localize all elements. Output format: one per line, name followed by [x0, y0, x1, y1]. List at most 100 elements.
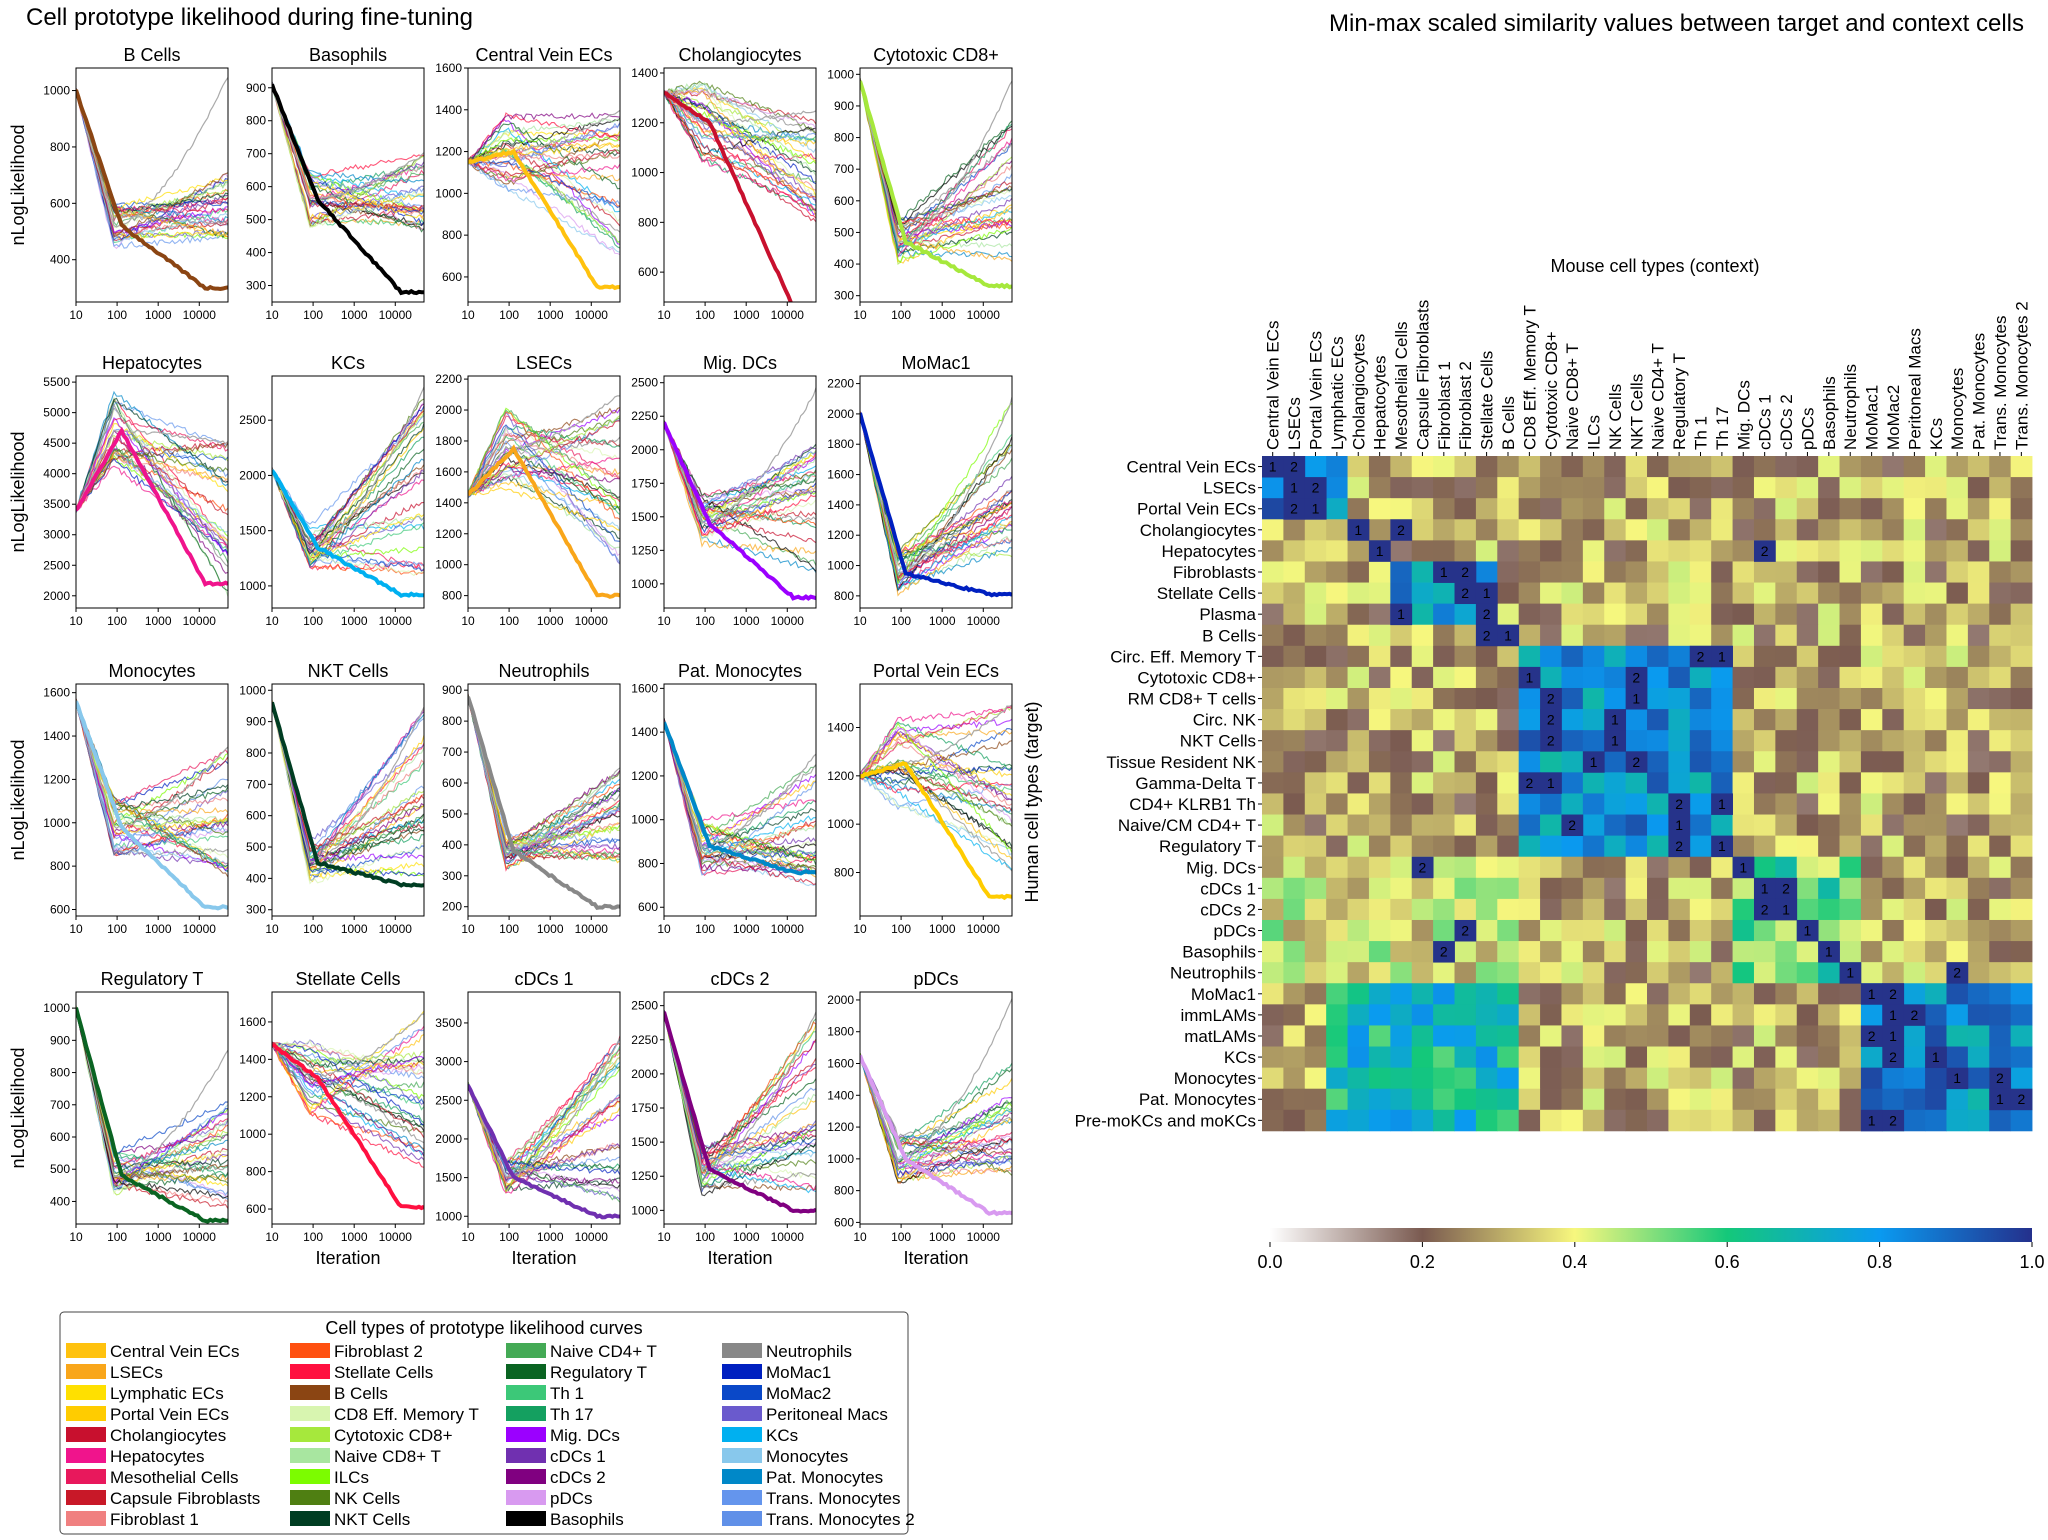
legend-label: Peritoneal Macs	[766, 1405, 888, 1424]
heatmap-cell	[1433, 751, 1455, 773]
heatmap-cell	[1262, 835, 1284, 858]
heatmap-cell	[1818, 582, 1840, 605]
curve-line	[860, 1052, 1012, 1171]
heatmap-cell	[1625, 603, 1648, 626]
heatmap-cell	[1882, 856, 1905, 879]
legend-swatch	[506, 1364, 546, 1379]
heatmap-cell	[1775, 603, 1798, 626]
heatmap-cell	[1689, 582, 1712, 605]
heatmap-cell	[1518, 1109, 1541, 1132]
curve-line	[468, 486, 620, 531]
x-tick-label: 1000	[341, 1230, 368, 1244]
x-tick-label: 1000	[145, 1230, 172, 1244]
heatmap-cell	[1753, 751, 1776, 773]
x-tick-label: 10000	[183, 1230, 217, 1244]
heatmap-cell	[1540, 962, 1562, 984]
heatmap-cell	[1839, 919, 1862, 942]
heatmap-cell	[1283, 603, 1306, 626]
heatmap-cell	[1475, 1088, 1498, 1111]
heatmap-cell	[1454, 603, 1477, 626]
y-tick-label: 2500	[631, 376, 658, 390]
heatmap-cell	[1304, 877, 1327, 900]
heatmap-cell	[1796, 751, 1819, 773]
heatmap-cell	[1882, 456, 1905, 478]
heatmap-cell	[1839, 856, 1862, 879]
legend-title: Cell types of prototype likelihood curve…	[325, 1318, 642, 1338]
heatmap-cell	[1668, 687, 1691, 710]
curve-line	[76, 703, 228, 848]
curve-line	[272, 423, 424, 555]
heatmap-cell	[1860, 477, 1883, 499]
heatmap-cell	[1368, 666, 1391, 689]
curve-line	[468, 161, 620, 182]
heatmap-cell	[1818, 687, 1840, 710]
heatmap-cell	[1882, 1088, 1905, 1111]
heatmap-cell	[1326, 898, 1348, 921]
heatmap-cell	[1882, 477, 1905, 499]
curve-line	[860, 1055, 1012, 1184]
heatmap-cell	[1561, 582, 1584, 605]
heatmap-cell	[1647, 919, 1669, 942]
heatmap-cell	[1561, 856, 1584, 879]
heatmap-cell	[1518, 540, 1541, 562]
x-axis-label: Iteration	[707, 1248, 772, 1268]
heatmap-cell	[2010, 793, 2033, 815]
heatmap-cell	[1796, 477, 1819, 499]
heatmap-cell	[1475, 498, 1498, 520]
heatmap-cell	[1326, 1046, 1348, 1069]
highlight-curve-line	[76, 89, 228, 292]
heatmap-annotation: 1	[1889, 1028, 1897, 1044]
heatmap-cell	[1796, 1046, 1819, 1069]
x-tick-label: 10000	[379, 614, 413, 628]
y-tick-label: 2250	[631, 409, 658, 423]
y-tick-label: 1200	[43, 772, 70, 786]
heatmap-cell	[1433, 624, 1455, 647]
heatmap-cell	[1283, 1067, 1306, 1090]
x-tick-label: 10000	[183, 614, 217, 628]
heatmap-cell	[1647, 1088, 1669, 1111]
heatmap-cell	[1390, 687, 1413, 710]
legend-label: MoMac2	[766, 1384, 831, 1403]
heatmap-cell	[1967, 666, 1990, 689]
panel-lines	[860, 998, 1012, 1217]
heatmap-cell	[1604, 983, 1627, 1005]
heatmap-cell	[1283, 919, 1306, 942]
heatmap-cell	[1967, 793, 1990, 815]
heatmap-cell	[1262, 645, 1284, 668]
heatmap-row-label: NKT Cells	[1180, 732, 1256, 751]
heatmap-cell	[1411, 666, 1434, 689]
max-curve-line	[272, 1013, 424, 1079]
heatmap-cell	[1882, 751, 1905, 773]
heatmap-cell	[1518, 793, 1541, 815]
legend-swatch	[722, 1385, 762, 1400]
heatmap-cell	[1368, 519, 1391, 541]
curve-line	[272, 703, 424, 862]
x-tick-label: 10000	[967, 614, 1001, 628]
heatmap-cell	[1711, 666, 1733, 689]
heatmap-cell	[1454, 498, 1477, 520]
heatmap-cell	[1368, 814, 1391, 837]
curve-line	[272, 436, 424, 561]
x-tick-label: 10000	[771, 922, 805, 936]
legend-label: Trans. Monocytes	[766, 1489, 900, 1508]
heatmap-cell	[1882, 603, 1905, 626]
heatmap-cell	[1647, 877, 1669, 900]
highlight-curve-line	[860, 761, 1012, 901]
heatmap-annotation: 1	[1739, 859, 1747, 875]
x-tick-label: 100	[303, 922, 323, 936]
heatmap-cell	[1475, 793, 1498, 815]
heatmap-cell	[1540, 1004, 1562, 1026]
heatmap-cell	[1518, 919, 1541, 942]
heatmap-cell	[1582, 666, 1605, 689]
heatmap-cell	[1689, 877, 1712, 900]
x-axis-label: Iteration	[315, 1248, 380, 1268]
y-tick-label: 600	[50, 1130, 70, 1144]
heatmap-cell	[1925, 835, 1947, 858]
legend-label: Th 17	[550, 1405, 593, 1424]
heatmap-cell	[1518, 477, 1541, 499]
x-tick-label: 100	[499, 922, 519, 936]
heatmap-cell	[1368, 919, 1391, 942]
heatmap-row-label: Monocytes	[1174, 1069, 1256, 1088]
curve-line	[272, 398, 424, 555]
heatmap-cell	[1839, 645, 1862, 668]
